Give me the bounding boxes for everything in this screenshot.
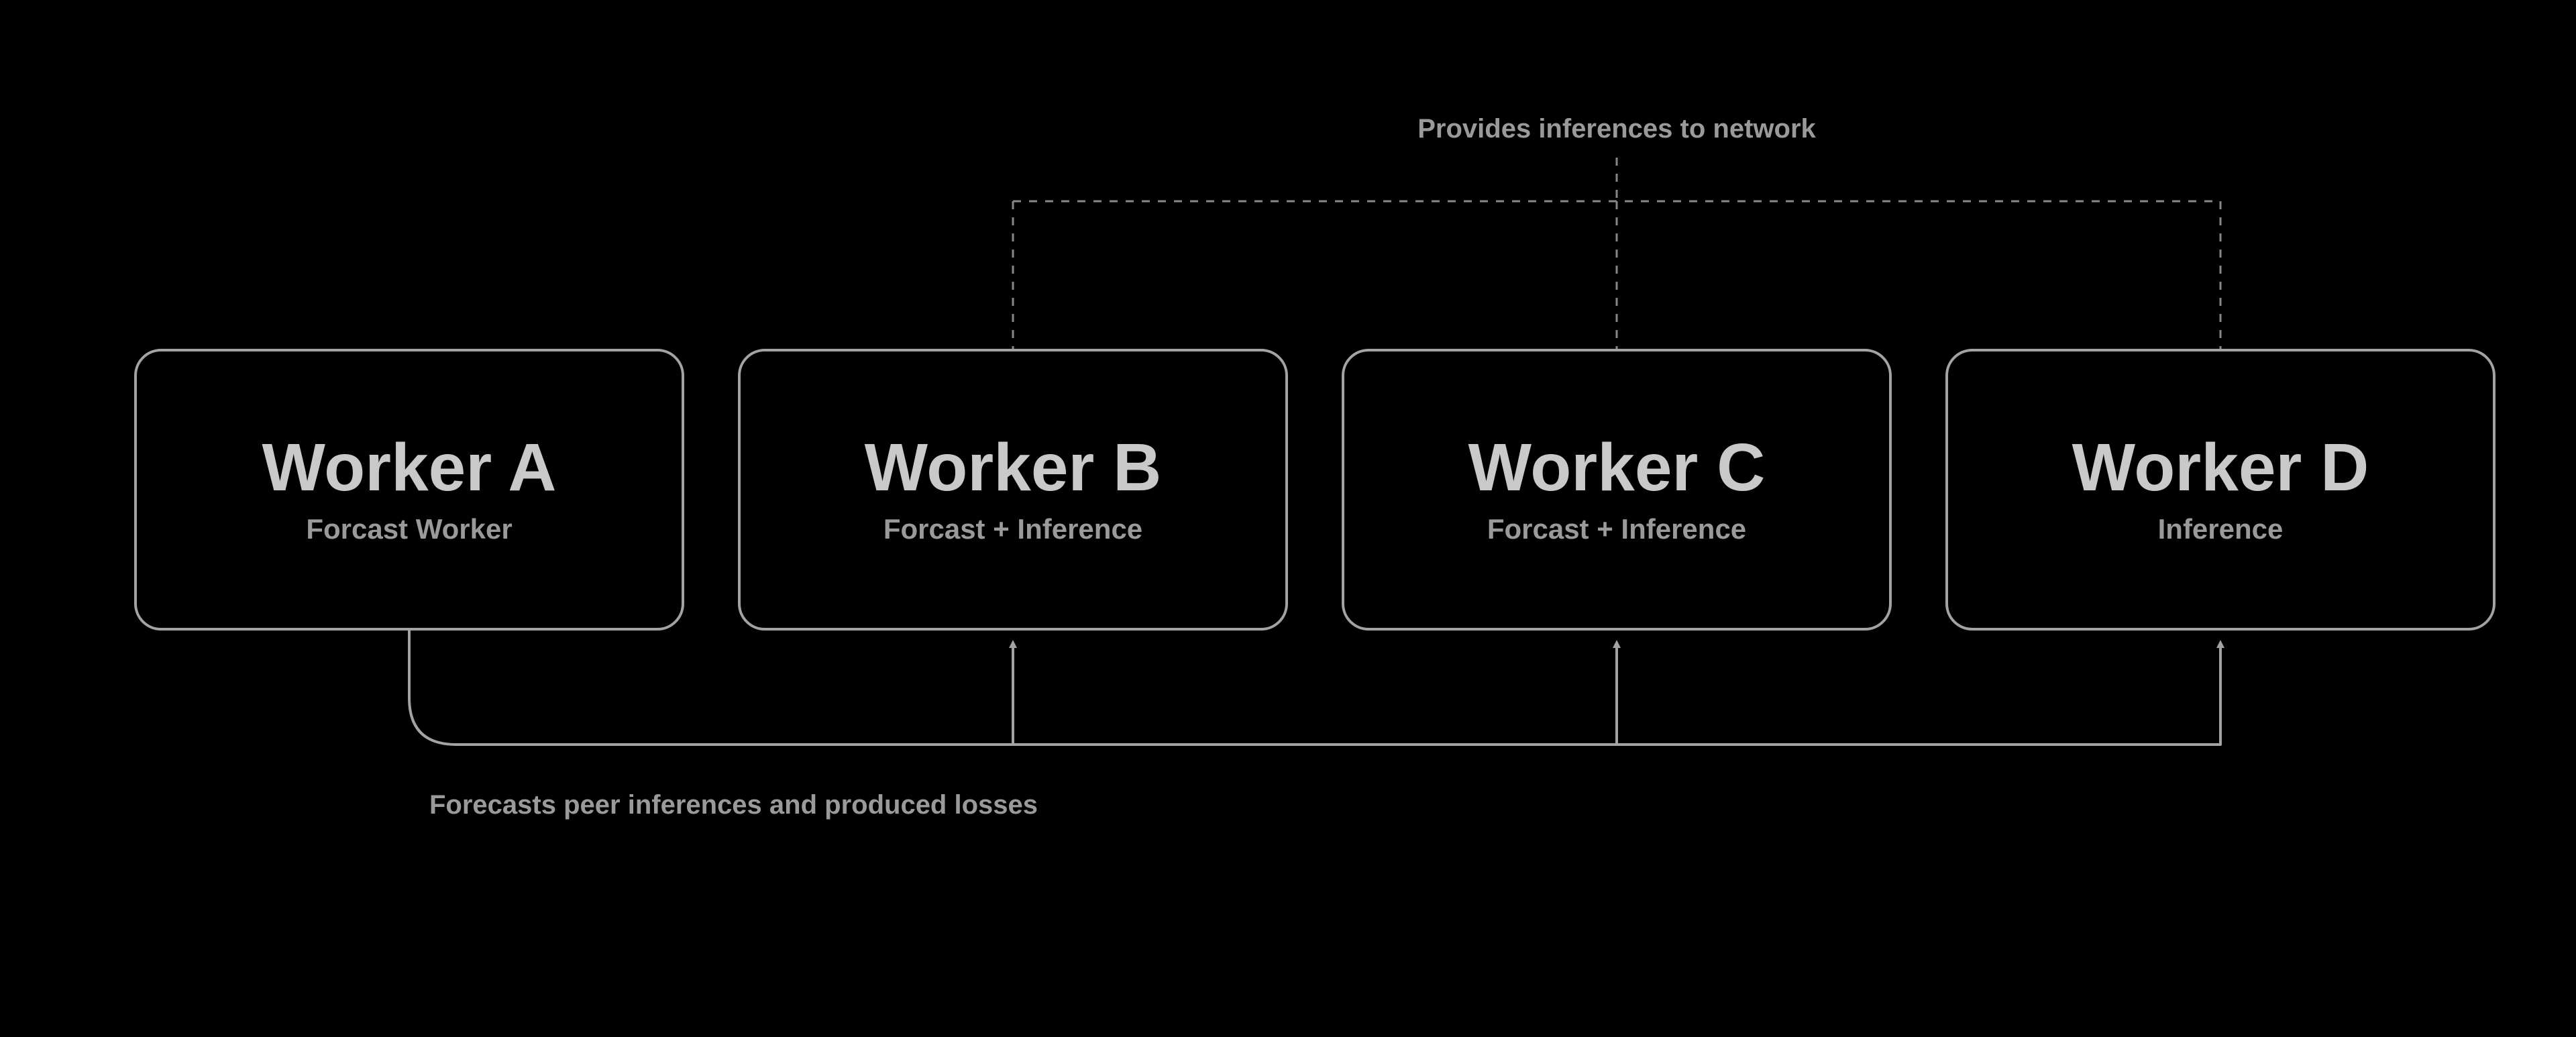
worker-d-box: Worker D Inference (1945, 349, 2496, 631)
bottom-label: Forecasts peer inferences and produced l… (429, 790, 1038, 820)
worker-a-box: Worker A Forcast Worker (134, 349, 684, 631)
worker-c-title: Worker C (1468, 431, 1766, 504)
worker-b-box: Worker B Forcast + Inference (738, 349, 1288, 631)
worker-d-title: Worker D (2072, 431, 2369, 504)
worker-b-title: Worker B (865, 431, 1162, 504)
worker-a-title: Worker A (262, 431, 556, 504)
top-label: Provides inferences to network (1417, 114, 1816, 144)
worker-c-subtitle: Forcast + Inference (1487, 510, 1746, 549)
worker-b-subtitle: Forcast + Inference (883, 510, 1142, 549)
worker-d-subtitle: Inference (2158, 510, 2284, 549)
worker-a-subtitle: Forcast Worker (306, 510, 512, 549)
worker-c-box: Worker C Forcast + Inference (1342, 349, 1892, 631)
worker-diagram: Worker A Forcast Worker Worker B Forcast… (0, 0, 2576, 1037)
